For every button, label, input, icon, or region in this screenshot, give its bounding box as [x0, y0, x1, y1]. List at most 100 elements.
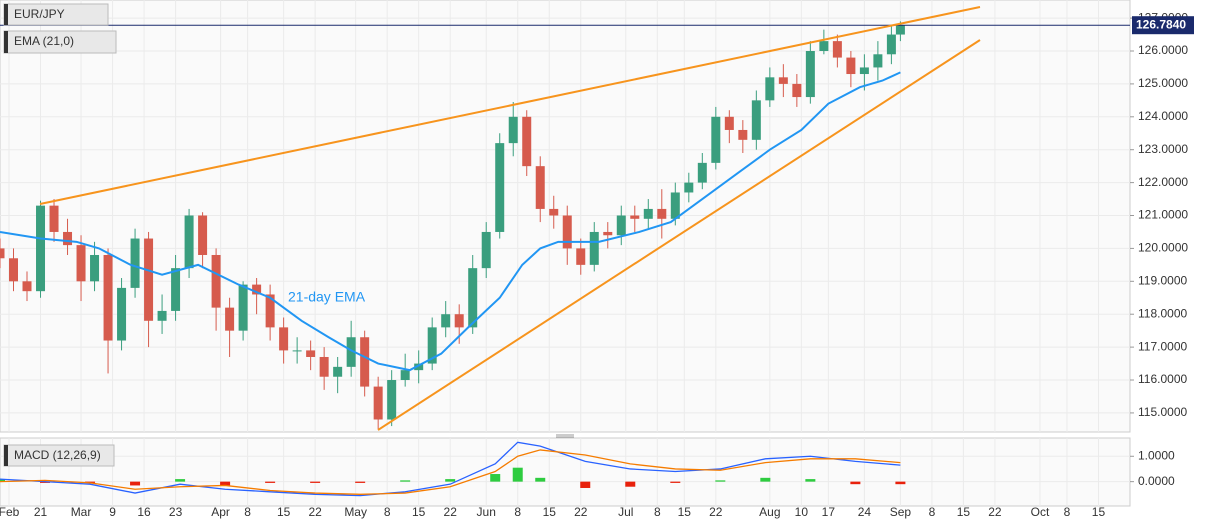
candle-body: [414, 363, 424, 371]
candle-body: [481, 231, 491, 269]
y-tick-label: 0.0000: [1138, 474, 1175, 488]
macd-histogram-bar: [895, 481, 906, 485]
x-tick-label: 8: [244, 505, 251, 519]
y-tick-label: 1.0000: [1138, 448, 1175, 462]
macd-histogram-bar: [0, 479, 5, 482]
macd-histogram-bar: [265, 481, 276, 483]
x-tick-label: 15: [412, 505, 426, 519]
candle-body: [751, 100, 761, 140]
candle-body: [22, 281, 32, 292]
x-tick-label: 24: [858, 505, 872, 519]
x-tick-label: 15: [277, 505, 291, 519]
candle-body: [576, 248, 586, 265]
candle-body: [306, 350, 316, 357]
x-tick-label: Apr: [211, 505, 230, 519]
candle-body: [508, 116, 518, 144]
x-tick-label: 8: [1064, 505, 1071, 519]
macd-histogram-bar: [400, 480, 411, 482]
candle-body: [670, 192, 680, 219]
candle-body: [711, 116, 721, 163]
macd-line: [0, 449, 901, 495]
legend-ema: EMA (21,0): [14, 34, 74, 48]
y-tick-label: 124.0000: [1138, 109, 1188, 123]
candle-body: [63, 231, 73, 246]
legend-symbol: EUR/JPY: [14, 7, 65, 21]
candle-body: [765, 77, 775, 101]
x-tick-label: 8: [929, 505, 936, 519]
candle-body: [468, 268, 478, 328]
macd-histogram-bar: [580, 481, 591, 488]
candle-body: [886, 34, 896, 55]
upper-trend-line: [39, 6, 981, 205]
macd-histogram-bar: [715, 480, 726, 482]
candle-body: [90, 254, 100, 282]
candle-body: [859, 67, 869, 75]
y-tick-label: 126.0000: [1138, 43, 1188, 57]
x-tick-label: 16: [137, 505, 151, 519]
macd-histogram-bar: [512, 467, 523, 482]
candle-body: [778, 77, 788, 84]
candle-body: [603, 231, 613, 236]
candle-body: [427, 327, 437, 364]
legend-stripe: [4, 4, 8, 25]
candle-body: [895, 25, 905, 35]
legend-macd: MACD (12,26,9): [14, 448, 101, 462]
candle-body: [103, 254, 113, 341]
x-tick-label: 15: [678, 505, 692, 519]
x-tick-label: Sep: [890, 505, 912, 519]
y-tick-label: 115.0000: [1138, 405, 1187, 419]
candle-body: [346, 337, 356, 367]
candle-body: [724, 116, 734, 130]
candle-body: [657, 208, 667, 219]
candle-body: [697, 162, 707, 183]
candle-body: [616, 215, 626, 236]
x-tick-label: Oct: [1031, 505, 1050, 519]
x-tick-label: 22: [308, 505, 322, 519]
macd-histogram-bar: [310, 481, 321, 483]
y-tick-label: 116.0000: [1138, 372, 1187, 386]
candle-body: [76, 245, 86, 282]
x-tick-label: 21: [34, 505, 48, 519]
candle-body: [873, 54, 883, 68]
y-tick-label: 125.0000: [1138, 76, 1188, 90]
y-tick-label: 122.0000: [1138, 175, 1188, 189]
candle-body: [36, 205, 46, 292]
x-tick-label: 22: [988, 505, 1002, 519]
x-tick-label: 15: [543, 505, 557, 519]
macd-histogram-bar: [760, 477, 771, 482]
candle-body: [454, 314, 464, 328]
candle-body: [805, 50, 815, 98]
x-tick-label: Jun: [477, 505, 496, 519]
x-tick-label: May: [344, 505, 367, 519]
candle-body: [441, 314, 451, 328]
candle-body: [238, 284, 248, 331]
x-tick-label: Feb: [0, 505, 20, 519]
candle-body: [360, 337, 370, 387]
x-tick-label: 8: [514, 505, 521, 519]
macd-histogram-bar: [490, 474, 501, 482]
x-tick-label: 15: [957, 505, 971, 519]
last-price-box: [1132, 16, 1194, 35]
candle-body: [819, 41, 829, 51]
macd-histogram-bar: [175, 479, 186, 482]
candle-body: [832, 41, 842, 58]
x-tick-label: 22: [444, 505, 458, 519]
macd-histogram-bar: [355, 481, 366, 483]
candle-body: [387, 380, 397, 420]
candle-body: [630, 215, 640, 219]
axes: 115.0000 116.0000 117.0000 118.0000 119.0000…: [0, 10, 1194, 519]
ema-line: [0, 71, 901, 372]
ema-annotation: 21-day EMA: [288, 289, 366, 305]
candle-body: [265, 294, 275, 328]
candle-body: [333, 366, 343, 377]
x-tick-label: 23: [169, 505, 183, 519]
x-tick-label: 10: [795, 505, 809, 519]
x-tick-label: 22: [709, 505, 723, 519]
legend-stripe: [4, 31, 8, 53]
candle-body: [535, 166, 545, 209]
macd-histogram-bar: [445, 479, 456, 482]
candle-body: [157, 310, 167, 321]
y-tick-label: 120.0000: [1138, 241, 1188, 255]
marks: [0, 21, 1130, 497]
